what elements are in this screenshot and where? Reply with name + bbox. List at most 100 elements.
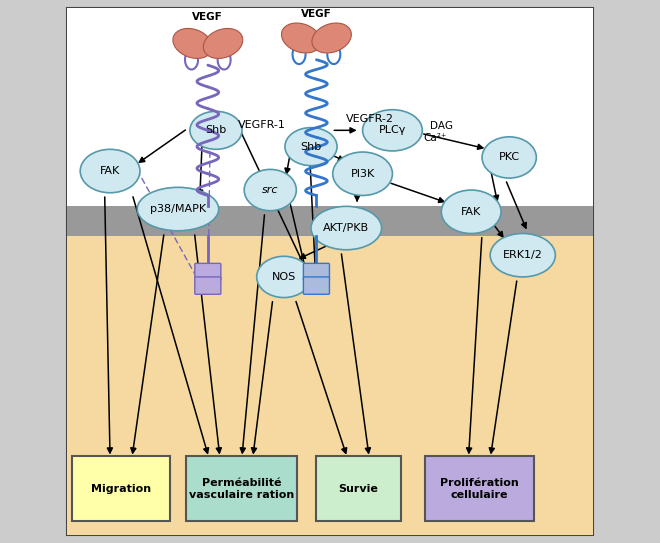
FancyBboxPatch shape: [304, 277, 329, 294]
Polygon shape: [399, 206, 409, 222]
Polygon shape: [350, 206, 360, 222]
Text: Shb: Shb: [300, 142, 321, 151]
Ellipse shape: [312, 23, 351, 53]
Polygon shape: [526, 206, 536, 222]
Polygon shape: [282, 222, 292, 236]
Ellipse shape: [203, 28, 243, 59]
Polygon shape: [555, 222, 565, 236]
Polygon shape: [301, 222, 311, 236]
FancyBboxPatch shape: [195, 263, 221, 281]
Polygon shape: [331, 206, 341, 222]
Polygon shape: [595, 206, 604, 222]
Polygon shape: [243, 206, 252, 222]
Polygon shape: [526, 222, 536, 236]
Polygon shape: [125, 222, 135, 236]
Polygon shape: [272, 222, 282, 236]
Ellipse shape: [173, 28, 213, 59]
Polygon shape: [487, 222, 497, 236]
FancyBboxPatch shape: [67, 206, 593, 236]
Polygon shape: [409, 206, 418, 222]
Polygon shape: [487, 206, 497, 222]
Polygon shape: [565, 222, 575, 236]
Text: Shb: Shb: [205, 125, 226, 135]
Polygon shape: [233, 206, 243, 222]
Polygon shape: [399, 222, 409, 236]
Ellipse shape: [281, 23, 321, 53]
Polygon shape: [565, 206, 575, 222]
FancyBboxPatch shape: [425, 456, 534, 521]
Ellipse shape: [362, 110, 422, 151]
Polygon shape: [546, 222, 555, 236]
Ellipse shape: [190, 111, 242, 149]
Polygon shape: [585, 206, 595, 222]
Polygon shape: [448, 206, 457, 222]
Polygon shape: [184, 222, 193, 236]
Polygon shape: [379, 222, 389, 236]
Polygon shape: [457, 206, 467, 222]
Ellipse shape: [257, 256, 311, 298]
Text: VEGFR-1: VEGFR-1: [238, 120, 286, 130]
Ellipse shape: [285, 128, 337, 166]
Polygon shape: [360, 222, 370, 236]
Ellipse shape: [482, 137, 537, 178]
Polygon shape: [438, 222, 448, 236]
Polygon shape: [457, 222, 467, 236]
Text: Perméabilité
vasculaire ration: Perméabilité vasculaire ration: [189, 478, 294, 500]
Polygon shape: [67, 222, 77, 236]
Polygon shape: [272, 206, 282, 222]
Text: PKC: PKC: [498, 153, 520, 162]
FancyBboxPatch shape: [186, 456, 298, 521]
Polygon shape: [106, 222, 116, 236]
Polygon shape: [174, 222, 184, 236]
Polygon shape: [428, 222, 438, 236]
Text: VEGF: VEGF: [193, 12, 223, 22]
Polygon shape: [389, 206, 399, 222]
Text: PLCγ: PLCγ: [379, 125, 406, 135]
Text: Prolifération
cellulaire: Prolifération cellulaire: [440, 478, 519, 500]
Polygon shape: [536, 222, 546, 236]
Polygon shape: [223, 206, 233, 222]
Polygon shape: [555, 206, 565, 222]
Polygon shape: [438, 206, 448, 222]
Polygon shape: [154, 206, 164, 222]
Polygon shape: [477, 222, 487, 236]
Polygon shape: [341, 222, 350, 236]
Polygon shape: [77, 206, 86, 222]
Polygon shape: [370, 206, 379, 222]
FancyBboxPatch shape: [316, 456, 401, 521]
Polygon shape: [341, 206, 350, 222]
Polygon shape: [311, 222, 321, 236]
Polygon shape: [164, 206, 174, 222]
Polygon shape: [467, 206, 477, 222]
Polygon shape: [106, 206, 116, 222]
Polygon shape: [292, 206, 301, 222]
Polygon shape: [135, 206, 145, 222]
Ellipse shape: [442, 190, 501, 233]
FancyBboxPatch shape: [67, 8, 593, 206]
Polygon shape: [252, 222, 262, 236]
Polygon shape: [174, 206, 184, 222]
Polygon shape: [546, 206, 555, 222]
FancyBboxPatch shape: [195, 277, 221, 294]
Ellipse shape: [244, 169, 296, 211]
Polygon shape: [213, 206, 223, 222]
Polygon shape: [418, 206, 428, 222]
Text: FAK: FAK: [100, 166, 120, 176]
Polygon shape: [331, 222, 341, 236]
Polygon shape: [321, 222, 331, 236]
Polygon shape: [145, 206, 154, 222]
Text: VEGFR-2: VEGFR-2: [346, 115, 394, 124]
Polygon shape: [497, 222, 506, 236]
Text: FAK: FAK: [461, 207, 481, 217]
Polygon shape: [379, 206, 389, 222]
Polygon shape: [252, 206, 262, 222]
Polygon shape: [115, 222, 125, 236]
Polygon shape: [193, 206, 203, 222]
Polygon shape: [86, 206, 96, 222]
Polygon shape: [536, 206, 546, 222]
Polygon shape: [595, 222, 604, 236]
Polygon shape: [428, 206, 438, 222]
Ellipse shape: [333, 152, 393, 195]
Polygon shape: [467, 222, 477, 236]
Polygon shape: [301, 206, 311, 222]
